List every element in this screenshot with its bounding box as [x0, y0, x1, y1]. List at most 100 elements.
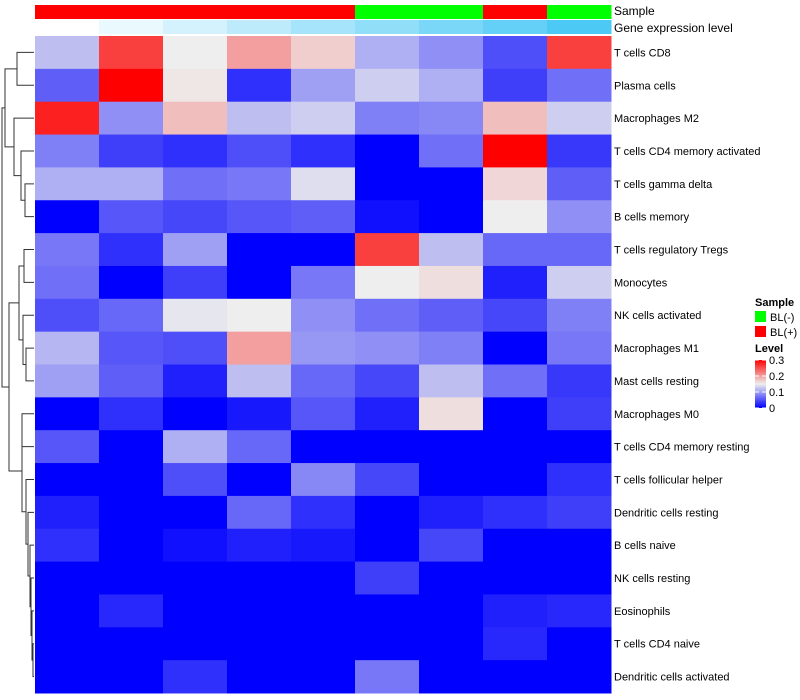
heatmap-cell	[163, 331, 228, 365]
heatmap-cell	[99, 265, 164, 300]
sample-annotation-cell	[355, 5, 420, 19]
heatmap-cell	[419, 134, 484, 168]
dendrogram-branch	[21, 430, 26, 513]
heatmap-cell	[483, 528, 548, 563]
heatmap-cell	[355, 101, 420, 136]
heatmap-cell	[355, 364, 420, 398]
heatmap-cell	[291, 298, 356, 333]
row-label: T cells CD4 memory activated	[614, 146, 761, 158]
heatmap-cell	[291, 594, 356, 628]
heatmap-cell	[163, 430, 228, 464]
heatmap-cell	[483, 463, 548, 497]
dendrogram-branch	[8, 302, 22, 472]
row-label: Macrophages M1	[614, 343, 699, 355]
heatmap-cell	[419, 528, 484, 563]
heatmap-cell	[547, 364, 612, 398]
heatmap-cells	[35, 36, 612, 694]
heatmap-cell	[35, 660, 100, 694]
heatmap-cell	[35, 627, 100, 661]
sample-annotation-cell	[483, 5, 548, 19]
heatmap-cell	[291, 430, 356, 464]
heatmap-cell	[355, 134, 420, 168]
heatmap-cell	[163, 200, 228, 234]
heatmap-cell	[419, 463, 484, 497]
heatmap-cell	[419, 101, 484, 136]
heatmap-cell	[291, 233, 356, 267]
heatmap-cell	[355, 36, 420, 70]
heatmap-cell	[35, 101, 100, 136]
heatmap-cell	[99, 364, 164, 398]
heatmap-cell	[163, 594, 228, 628]
dendrogram-branch	[21, 413, 34, 448]
heatmap-cell	[483, 167, 548, 201]
dendrogram-branch	[4, 68, 17, 148]
heatmap-cell	[227, 627, 292, 661]
heatmap-cell	[419, 331, 484, 365]
heatmap-cell	[547, 233, 612, 267]
heatmap-cell	[99, 134, 164, 168]
heatmap-cell	[419, 495, 484, 530]
heatmap-cell	[227, 397, 292, 431]
heatmap-cell	[291, 68, 356, 103]
row-label: T cells CD4 memory resting	[614, 442, 750, 454]
heatmap-cell	[547, 200, 612, 234]
heatmap-cell	[355, 265, 420, 300]
dendrogram-branch	[23, 249, 34, 283]
heatmap-cell	[419, 298, 484, 333]
annotation-label-gene-expression: Gene expression level	[614, 21, 733, 35]
heatmap-cell	[483, 627, 548, 661]
legend-tick-label: 0.3	[769, 355, 784, 367]
heatmap-cell	[163, 528, 228, 563]
heatmap-cell	[291, 397, 356, 431]
heatmap-cell	[35, 298, 100, 333]
heatmap-cell	[99, 101, 164, 136]
legend-colorbar	[755, 360, 766, 408]
heatmap-cell	[547, 134, 612, 168]
heatmap-cell	[547, 463, 612, 497]
heatmap-cell	[483, 134, 548, 168]
heatmap-cell	[227, 331, 292, 365]
heatmap-cell	[99, 167, 164, 201]
dendrogram-branch	[25, 347, 34, 382]
heatmap-cell	[99, 430, 164, 464]
dendrogram-branch	[1, 107, 9, 388]
gene-expression-annotation-cell	[35, 20, 100, 34]
heatmap-cell	[163, 36, 228, 70]
heatmap-cell	[99, 660, 164, 694]
heatmap-cell	[547, 627, 612, 661]
heatmap-cell	[547, 101, 612, 136]
row-label: Dendritic cells activated	[614, 672, 730, 684]
heatmap-cell	[163, 134, 228, 168]
dendrogram-branch	[20, 150, 34, 201]
heatmap-cell	[35, 495, 100, 530]
heatmap-cell	[227, 265, 292, 300]
heatmap-cell	[483, 430, 548, 464]
sample-annotation-cell	[419, 5, 484, 19]
heatmap-cell	[419, 68, 484, 103]
heatmap-cell	[355, 233, 420, 267]
heatmap-cell	[355, 627, 420, 661]
row-label: T cells follicular helper	[614, 474, 723, 486]
heatmap-cell	[227, 430, 292, 464]
heatmap-cell	[99, 561, 164, 595]
heatmap-cell	[35, 594, 100, 628]
heatmap-cell	[419, 660, 484, 694]
heatmap-cell	[291, 660, 356, 694]
dendrogram-branch	[32, 643, 34, 678]
dendrogram-branch	[24, 183, 34, 218]
heatmap-cell	[227, 134, 292, 168]
heatmap-cell	[99, 68, 164, 103]
heatmap-cell	[163, 660, 228, 694]
legend-label-bl-pos: BL(+)	[770, 327, 797, 339]
column-annotations	[35, 5, 612, 34]
heatmap-cell	[291, 101, 356, 136]
row-label: NK cells resting	[614, 573, 690, 585]
heatmap-cell	[483, 594, 548, 628]
row-label: B cells naive	[614, 540, 676, 552]
heatmap-cell	[547, 298, 612, 333]
heatmap-cell	[355, 660, 420, 694]
heatmap-cell	[99, 331, 164, 365]
heatmap-cell	[99, 594, 164, 628]
heatmap-cell	[163, 627, 228, 661]
